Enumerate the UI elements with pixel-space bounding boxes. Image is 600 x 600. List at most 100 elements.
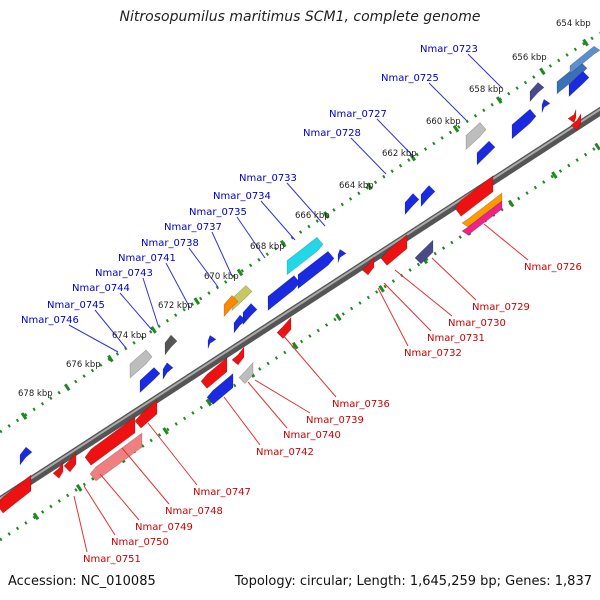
- gene-leader-line: [236, 216, 266, 259]
- gene-leader-line: [383, 282, 432, 332]
- scale-tick: [551, 171, 558, 179]
- forward-gene-label: Nmar_0746: [21, 315, 79, 326]
- scale-label: 660 kbp: [426, 117, 461, 127]
- forward-gene-label: Nmar_0733: [239, 173, 297, 184]
- scale-label: 674 kbp: [112, 331, 147, 341]
- scale-label: 672 kbp: [158, 301, 193, 311]
- forward-gene-arrow: [511, 108, 537, 140]
- gene-leader-line: [99, 473, 140, 521]
- forward-gene-arrow: [404, 193, 420, 216]
- forward-gene-arrow: [568, 71, 590, 98]
- gene-leader-line: [286, 182, 326, 227]
- scale-tick: [75, 484, 83, 492]
- scale-tick: [150, 326, 157, 334]
- gene-leader-line: [119, 292, 153, 331]
- reverse-gene-label: Nmar_0749: [135, 522, 193, 533]
- gene-leader-line: [428, 82, 467, 121]
- gene-leader-line: [431, 257, 477, 301]
- reverse-gene-label: Nmar_0742: [256, 447, 314, 458]
- scale-tick: [323, 211, 330, 219]
- scale-label: 658 kbp: [469, 85, 504, 95]
- forward-gene-label: Nmar_0723: [420, 44, 478, 55]
- scale-tick: [107, 354, 114, 363]
- forward-gene-arrow: [465, 122, 487, 151]
- scale-tick: [594, 142, 600, 151]
- forward-gene-label: Nmar_0737: [164, 222, 222, 233]
- scale-tick: [539, 67, 546, 76]
- scale-label: 678 kbp: [18, 389, 53, 399]
- reverse-gene-label: Nmar_0736: [332, 399, 390, 410]
- scale-tick: [582, 38, 589, 47]
- scale-tick: [366, 182, 373, 191]
- forward-gene-label: Nmar_0743: [95, 268, 153, 279]
- gene-leader-line: [394, 269, 453, 317]
- reverse-gene-label: Nmar_0740: [283, 430, 341, 441]
- scale-label: 676 kbp: [66, 360, 101, 370]
- forward-gene-arrow: [569, 45, 600, 75]
- scale-tick: [20, 412, 28, 420]
- reverse-gene-arrow: [414, 239, 434, 265]
- forward-gene-arrow: [286, 236, 324, 276]
- reverse-gene-label: Nmar_0748: [165, 506, 223, 517]
- scale-tick: [291, 341, 299, 350]
- reverse-gene-arrow: [206, 372, 234, 405]
- forward-gene-arrow: [231, 285, 253, 312]
- reverse-gene-label: Nmar_0730: [448, 318, 506, 329]
- reverse-gene-label: Nmar_0729: [472, 302, 530, 313]
- reverse-gene-label: Nmar_0751: [83, 554, 141, 565]
- forward-gene-arrow: [541, 98, 551, 113]
- scale-tick: [162, 427, 169, 435]
- reverse-gene-arrow: [238, 361, 254, 384]
- reverse-gene-arrow: [276, 316, 292, 339]
- scale-label: 656 kbp: [512, 53, 547, 63]
- gene-leader-line: [254, 379, 311, 414]
- forward-gene-arrow: [139, 367, 161, 394]
- reverse-gene-arrow: [380, 233, 408, 266]
- gene-leader-line: [83, 485, 116, 536]
- gene-leader-line: [467, 53, 503, 89]
- reverse-gene-arrow: [567, 109, 577, 124]
- forward-gene-arrow: [297, 250, 335, 290]
- forward-gene-arrow: [162, 362, 174, 381]
- reverse-gene-label: Nmar_0747: [193, 487, 251, 498]
- scale-tick: [495, 96, 503, 104]
- forward-gene-label: Nmar_0738: [141, 238, 199, 249]
- gene-leader-line: [483, 223, 529, 261]
- scale-tick: [193, 297, 201, 305]
- gene-leader-line: [281, 333, 337, 398]
- scale-tick: [507, 199, 515, 208]
- scale-label: 668 kbp: [250, 242, 285, 252]
- gene-leader-line: [147, 422, 198, 486]
- gene-leader-line: [377, 287, 409, 347]
- reverse-gene-arrow: [454, 175, 494, 217]
- gene-leader-line: [121, 447, 170, 505]
- reverse-gene-label: Nmar_0726: [524, 262, 582, 273]
- accession-text: Accession: NC_010085: [8, 574, 156, 589]
- forward-gene-arrow: [529, 82, 545, 103]
- reverse-gene-arrow: [570, 112, 582, 131]
- gene-leader-line: [211, 231, 233, 277]
- reverse-gene-arrow: [361, 256, 375, 276]
- reverse-gene-label: Nmar_0732: [404, 348, 462, 359]
- reverse-gene-arrow: [52, 460, 64, 479]
- gene-leader-line: [142, 277, 159, 326]
- forward-gene-label: Nmar_0728: [303, 128, 361, 139]
- gene-leader-line: [223, 396, 261, 446]
- scale-tick: [409, 153, 417, 162]
- forward-gene-arrow: [164, 334, 178, 356]
- gene-leader-line: [165, 262, 191, 309]
- scale-tick: [63, 383, 71, 392]
- forward-gene-label: Nmar_0734: [213, 191, 271, 202]
- gene-leader-line: [188, 247, 219, 288]
- forward-gene-arrow: [476, 140, 496, 166]
- scale-tick: [32, 512, 40, 521]
- reverse-gene-arrow: [461, 200, 503, 236]
- scale-tick: [452, 124, 460, 133]
- forward-gene-arrow: [242, 303, 258, 326]
- gene-leader-line: [73, 495, 88, 553]
- forward-gene-arrow: [420, 185, 436, 208]
- backbone-highlight: [0, 108, 600, 500]
- forward-gene-label: Nmar_0741: [118, 253, 176, 264]
- reverse-gene-arrow: [63, 451, 77, 473]
